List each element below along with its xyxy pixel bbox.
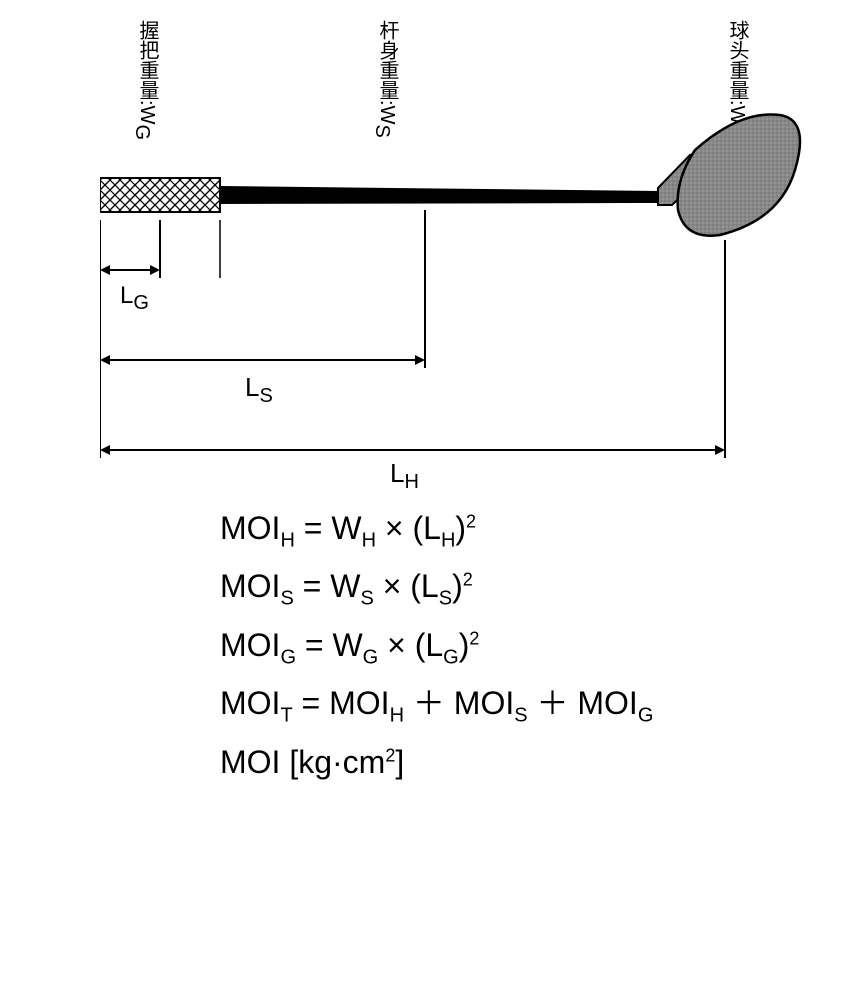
formula-moi-g: MOIG = WG × (LG)2 xyxy=(220,617,653,675)
club-head-shape xyxy=(678,114,800,235)
lh-label: LH xyxy=(390,458,419,494)
ls-label: LS xyxy=(245,372,273,408)
grip-shape xyxy=(100,178,220,212)
formula-moi-h: MOIH = WH × (LH)2 xyxy=(220,500,653,558)
formula-moi-s: MOIS = WS × (LS)2 xyxy=(220,558,653,616)
formula-moi-units: MOI [kg·cm2] xyxy=(220,734,653,792)
club-svg xyxy=(100,60,840,480)
golf-club-diagram: LG LS LH xyxy=(100,60,820,440)
lg-label: LG xyxy=(120,282,149,315)
formulas-block: MOIH = WH × (LH)2 MOIS = WS × (LS)2 MOIG… xyxy=(220,500,653,791)
shaft-shape xyxy=(220,186,660,204)
diagram-container: 握把重量:WG 杆身重量:WS 球头重量:WH xyxy=(20,20,829,980)
formula-moi-t: MOIT = MOIH ＋ MOIS ＋ MOIG xyxy=(220,675,653,733)
